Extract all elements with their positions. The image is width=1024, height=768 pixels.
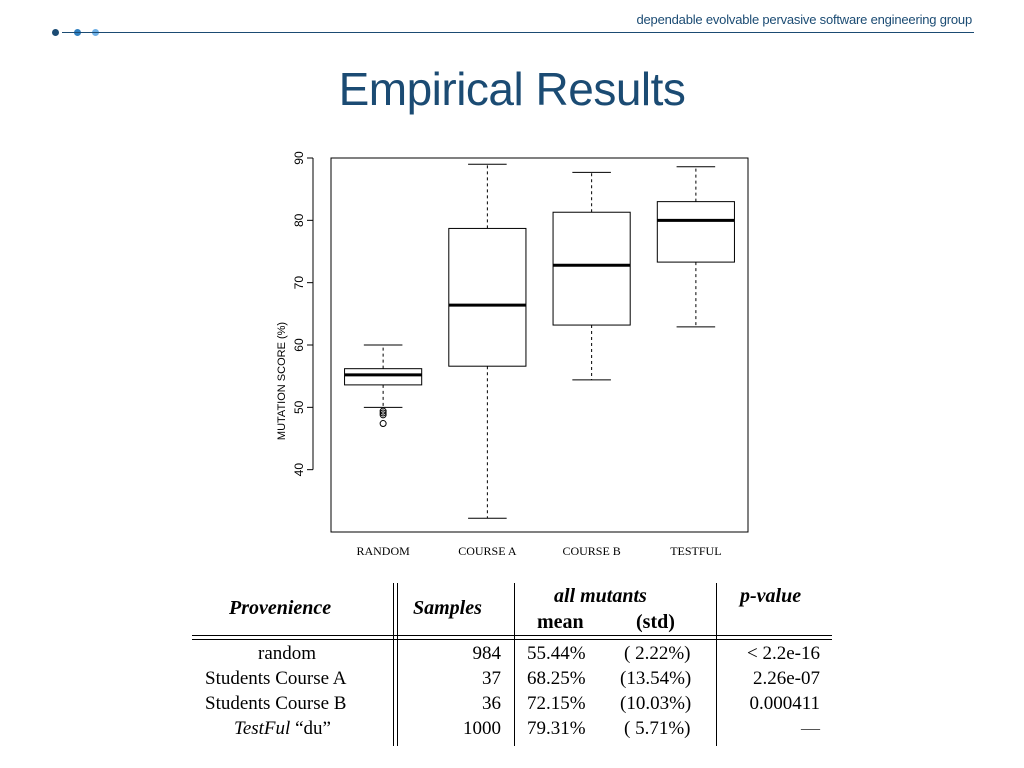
cell-samples: 37 — [482, 668, 501, 689]
y-tick-label: 90 — [292, 151, 306, 165]
cell-std: (10.03%) — [620, 693, 692, 714]
cell-samples: 36 — [482, 693, 501, 714]
box-iqr — [448, 227, 527, 367]
outlier-point — [379, 420, 387, 428]
outlier-point — [379, 411, 387, 419]
group-name: dependable evolvable pervasive software … — [636, 12, 972, 27]
y-axis-label: MUTATION SCORE (%) — [276, 322, 288, 440]
box-iqr — [552, 211, 631, 326]
cell-pvalue: 2.26e-07 — [752, 668, 820, 689]
y-tick-label: 80 — [292, 213, 306, 227]
testful-variant: “du” — [295, 718, 331, 739]
x-category-label: TESTFUL — [670, 544, 721, 558]
cell-std: (13.54%) — [620, 668, 692, 689]
y-tick-label: 70 — [292, 276, 306, 290]
x-category-label: RANDOM — [356, 544, 410, 558]
table-divider — [397, 583, 398, 746]
cell-mean: 68.25% — [527, 668, 586, 689]
y-tick-label: 60 — [292, 338, 306, 352]
cell-mean: 55.44% — [527, 643, 586, 664]
boxplot-chart: 40 50 60 70 80 90 MUTATION SCORE (%) RANDOM COUR… — [276, 151, 749, 558]
table-divider — [716, 583, 717, 746]
outlier-point — [379, 409, 387, 417]
y-tick-label: 40 — [292, 463, 306, 477]
cell-provenience: Students Course A — [205, 668, 347, 689]
cell-std: ( 2.22%) — [624, 643, 691, 664]
outlier-point — [379, 407, 387, 415]
cell-pvalue: 0.000411 — [749, 693, 820, 714]
cell-samples: 1000 — [463, 718, 501, 739]
results-table: Provenience Samples all mutants mean (st… — [192, 583, 832, 748]
cell-provenience: random — [258, 643, 317, 664]
cell-provenience: Students Course B — [205, 693, 347, 714]
cell-mean: 79.31% — [527, 718, 586, 739]
x-category-label: COURSE A — [458, 544, 517, 558]
cell-provenience: TestFul “du” — [234, 718, 331, 740]
x-category-label: COURSE B — [562, 544, 620, 558]
cell-mean: 72.15% — [527, 693, 586, 714]
header-provenience: Provenience — [229, 597, 332, 619]
table-rule — [192, 639, 832, 640]
table-divider — [393, 583, 394, 746]
table-rule — [192, 635, 832, 636]
header-pvalue: p-value — [740, 585, 802, 607]
header-std: (std) — [636, 611, 675, 633]
plot-frame — [330, 157, 749, 533]
cell-std: ( 5.71%) — [624, 718, 691, 739]
header-dot — [52, 29, 59, 36]
header-all-mutants: all mutants — [554, 585, 647, 607]
y-tick-label: 50 — [292, 400, 306, 414]
cell-samples: 984 — [472, 643, 502, 664]
box-iqr — [656, 201, 735, 263]
header-rule — [62, 32, 974, 33]
cell-pvalue: < 2.2e-16 — [747, 643, 820, 664]
table-divider — [514, 583, 515, 746]
slide-title: Empirical Results — [338, 63, 686, 115]
testful-name: TestFul — [234, 718, 291, 739]
header-mean: mean — [537, 611, 584, 633]
header-samples: Samples — [413, 597, 482, 619]
slide-header: dependable evolvable pervasive software … — [0, 0, 1024, 50]
box-iqr — [344, 368, 423, 386]
cell-pvalue: — — [801, 718, 820, 739]
